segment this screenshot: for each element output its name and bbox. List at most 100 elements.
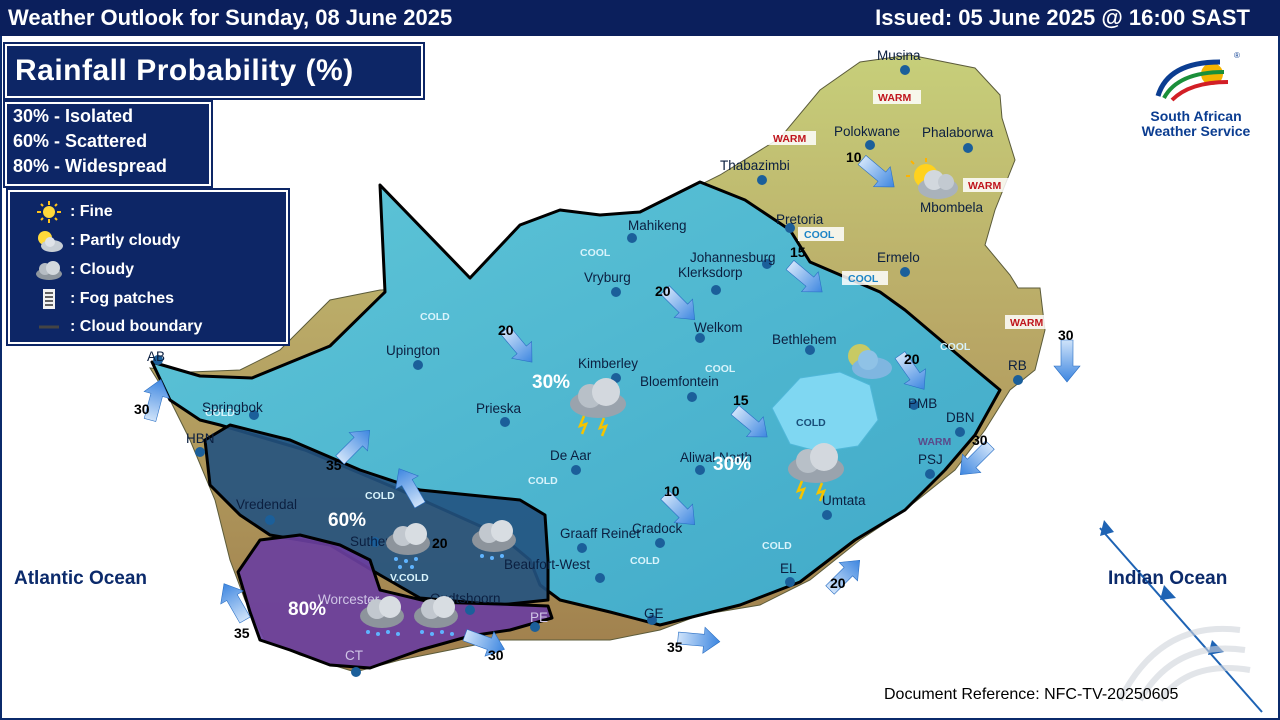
partly-cloudy-icon: [848, 344, 892, 379]
warm-label: WARM: [878, 92, 911, 104]
wind-speed: 15: [790, 244, 806, 260]
city-upington: Upington: [386, 343, 440, 358]
city-beaufort-west: Beaufort-West: [504, 557, 590, 572]
saws-logo-emblem: ®: [1155, 51, 1240, 102]
cool-label: COOL: [580, 247, 611, 259]
wind-speed: 35: [234, 625, 250, 641]
warm-label: WARM: [773, 133, 806, 145]
city-pmb: PMB: [908, 396, 937, 411]
wind-arrow: [462, 628, 505, 657]
document-reference: Document Reference: NFC-TV-20250605: [884, 686, 1179, 703]
cold-label: COLD: [205, 407, 235, 419]
saws-watermark-logo: [1117, 625, 1251, 702]
map-title-box: Rainfall Probability (%): [5, 44, 423, 98]
wind-speed: 30: [488, 647, 504, 663]
thunderstorm-icon: [570, 378, 626, 437]
wind-speed: 20: [830, 575, 846, 591]
wind-arrow: [730, 404, 768, 438]
cold-label: COLD: [420, 311, 450, 323]
cloud-boundary-line-icon: [39, 325, 59, 329]
cold-label: COLD: [630, 555, 660, 567]
cool-label: COOL: [705, 363, 736, 375]
city-ermelo: Ermelo: [877, 250, 920, 265]
city-ab: AB: [147, 349, 165, 364]
city-bethlehem: Bethlehem: [772, 332, 837, 347]
wind-arrow: [220, 583, 251, 624]
wind-arrows: [143, 154, 1081, 657]
city-klerksdorp: Klerksdorp: [678, 265, 743, 280]
wind-arrow: [857, 154, 895, 188]
wind-speed: 20: [904, 351, 920, 367]
legend-item-cloud-boundary: : Cloud boundary: [10, 315, 280, 339]
issued-timestamp: Issued: 05 June 2025 @ 16:00 SAST: [875, 5, 1250, 30]
city-mahikeng: Mahikeng: [628, 218, 687, 233]
cool-label: COOL: [848, 273, 879, 285]
partly-cloudy-icon: [906, 158, 958, 199]
wind-arrow: [959, 440, 995, 476]
probability-key-item: 30% - Isolated: [13, 106, 134, 126]
legend-label: : Cloudy: [70, 261, 134, 278]
legend-item-fine: : Fine: [10, 200, 280, 224]
cloud-icon: [36, 261, 62, 280]
rain-probability-60: 60%: [328, 510, 366, 531]
wind-arrow: [395, 468, 426, 509]
legend-label: : Fog patches: [70, 290, 175, 307]
city-prieska: Prieska: [476, 401, 522, 416]
wind-speed: 20: [498, 322, 514, 338]
very-cold-label: V.COLD: [390, 572, 429, 584]
city-polokwane: Polokwane: [834, 124, 900, 139]
city-psj: PSJ: [918, 452, 943, 467]
fog-icon: [43, 289, 55, 309]
warm-label: WARM: [968, 180, 1001, 192]
city-springbok: Springbok: [202, 400, 263, 415]
wind-arrow: [894, 351, 926, 390]
city-dots: [153, 65, 1023, 677]
legend-item-cloudy: : Cloudy: [10, 258, 280, 282]
city-vryburg: Vryburg: [584, 270, 631, 285]
rain-probability-30: 30%: [713, 454, 751, 475]
wind-speed: 10: [664, 483, 680, 499]
wind-arrow: [1053, 339, 1081, 383]
wind-speed: 15: [733, 392, 749, 408]
logo-line-1: South African: [1150, 108, 1242, 124]
rain-cloud-icon: [360, 596, 404, 636]
wind-arrow: [143, 378, 170, 422]
wind-arrow: [785, 259, 823, 293]
city-thabazimbi: Thabazimbi: [720, 158, 790, 173]
cold-label: COLD: [365, 490, 395, 502]
city-aliwal-north: Aliwal North: [680, 450, 752, 465]
probability-key-item: 60% - Scattered: [13, 131, 148, 151]
cold-label: COLD: [796, 417, 826, 429]
city-ge: GE: [644, 606, 664, 621]
scattered-rain-region: [203, 423, 550, 607]
cold-label: COLD: [528, 475, 558, 487]
city-musina: Musina: [877, 48, 921, 63]
wind-arrow: [335, 429, 371, 465]
rain-cloud-icon: [386, 523, 430, 569]
svg-text:®: ®: [1234, 51, 1240, 60]
city-pe: PE: [530, 610, 548, 625]
wind-arrow: [660, 285, 696, 321]
wind-arrow: [825, 559, 861, 595]
city-de-aar: De Aar: [550, 448, 592, 463]
legend-box: : Fine : Partly cloudy : Cloudy : Fog pa…: [8, 190, 288, 344]
city-umtata: Umtata: [822, 493, 866, 508]
sun-icon: [37, 201, 61, 223]
warm-label: WARM: [918, 436, 951, 448]
rain-cloud-icon: [414, 596, 458, 636]
partly-cloudy-icon: [38, 231, 63, 252]
city-phalaborwa: Phalaborwa: [922, 125, 994, 140]
city-worcester: Worcester: [318, 592, 380, 607]
cool-label: COOL: [804, 229, 835, 241]
wind-speed: 35: [667, 639, 683, 655]
city-cradock: Cradock: [632, 521, 683, 536]
rain-probability-30: 30%: [532, 372, 570, 393]
map-weather-icons: [360, 158, 958, 636]
saws-logo: ® South African Weather Service: [1128, 50, 1264, 142]
city-el: EL: [780, 561, 797, 576]
city-hbn: HBN: [186, 431, 215, 446]
legend-label: : Fine: [70, 203, 113, 220]
legend-label: : Cloud boundary: [70, 318, 203, 335]
wind-arrow: [677, 626, 721, 654]
